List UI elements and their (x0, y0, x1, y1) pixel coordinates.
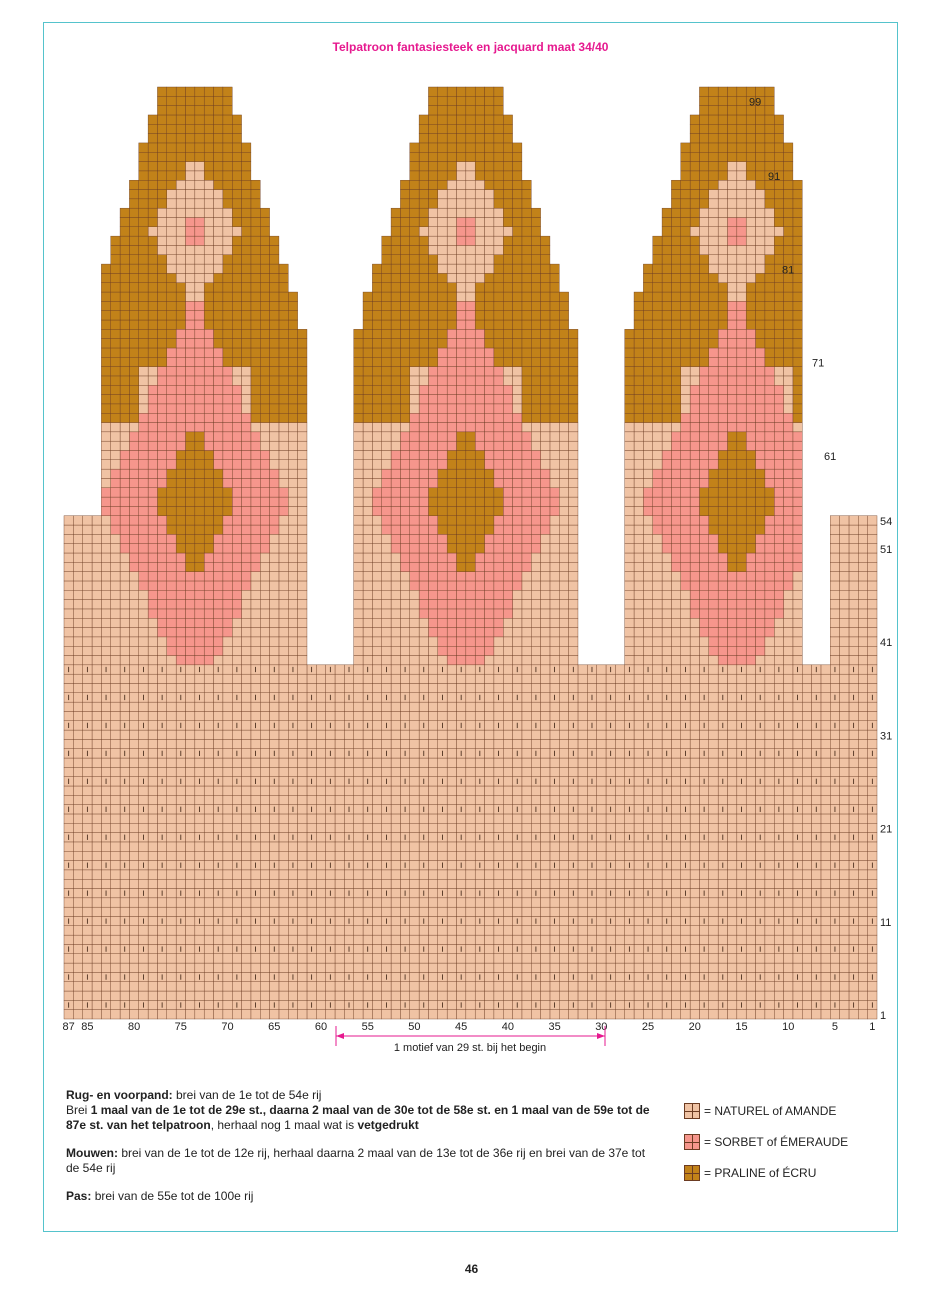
brei-text-1: Brei (66, 1103, 91, 1117)
column-label: 1 (869, 1021, 875, 1033)
color-legend: = NATUREL of AMANDE = SORBET of ÉMERAUDE… (684, 1103, 848, 1196)
page-frame (43, 22, 898, 1232)
row-label: 61 (824, 451, 836, 463)
column-label: 55 (362, 1021, 374, 1033)
column-label: 60 (315, 1021, 327, 1033)
legend-label: = NATUREL of AMANDE (704, 1104, 837, 1118)
rug-instructions: Rug- en voorpand: brei van de 1e tot de … (66, 1088, 656, 1133)
row-label: 1 (880, 1010, 886, 1022)
row-label: 54 (880, 516, 892, 528)
pas-heading: Pas: (66, 1189, 92, 1203)
chart-title: Telpatroon fantasiesteek en jacquard maa… (332, 40, 609, 54)
row-label: 99 (749, 97, 761, 109)
column-label: 40 (502, 1021, 514, 1033)
column-label: 65 (268, 1021, 280, 1033)
motif-indicator: 1 motief van 29 st. bij het begin (335, 1026, 606, 1054)
mouwen-instructions: Mouwen: brei van de 1e tot de 12e rij, h… (66, 1146, 656, 1176)
column-label: 20 (689, 1021, 701, 1033)
column-label: 45 (455, 1021, 467, 1033)
row-label: 31 (880, 730, 892, 742)
column-label: 25 (642, 1021, 654, 1033)
brei-text-4: vetgedrukt (357, 1118, 419, 1132)
row-label: 91 (768, 171, 780, 183)
column-label: 10 (782, 1021, 794, 1033)
row-label: 11 (880, 917, 891, 929)
legend-item-naturel: = NATUREL of AMANDE (684, 1103, 848, 1119)
mouwen-text: brei van de 1e tot de 12e rij, herhaal d… (66, 1146, 646, 1175)
row-label: 41 (880, 637, 892, 649)
column-label: 5 (832, 1021, 838, 1033)
chart-grid (63, 86, 878, 1020)
sorbet-swatch (684, 1134, 700, 1150)
praline-swatch (684, 1165, 700, 1181)
row-label: 51 (880, 544, 892, 556)
column-label: 85 (81, 1021, 93, 1033)
column-label: 15 (735, 1021, 747, 1033)
column-label: 75 (175, 1021, 187, 1033)
motif-label: 1 motief van 29 st. bij het begin (394, 1042, 546, 1054)
pas-text: brei van de 55e tot de 100e rij (91, 1189, 254, 1203)
rug-heading: Rug- en voorpand: (66, 1088, 173, 1102)
legend-item-sorbet: = SORBET of ÉMERAUDE (684, 1134, 848, 1150)
column-label: 80 (128, 1021, 140, 1033)
brei-text-3: , herhaal nog 1 maal wat is (210, 1118, 358, 1132)
row-label: 81 (782, 264, 794, 276)
row-label: 71 (812, 358, 824, 370)
column-label: 30 (595, 1021, 607, 1033)
legend-label: = PRALINE of ÉCRU (704, 1166, 817, 1180)
column-labels: 87 85 80 75 70 65 60 55 50 45 40 35 30 25 20 15 10 5 1 (63, 1021, 876, 1033)
column-label: 70 (221, 1021, 233, 1033)
column-label: 50 (408, 1021, 420, 1033)
legend-item-praline: = PRALINE of ÉCRU (684, 1165, 848, 1181)
rug-text: brei van de 1e tot de 54e rij (172, 1088, 322, 1102)
column-label: 35 (548, 1021, 560, 1033)
instructions: Rug- en voorpand: brei van de 1e tot de … (66, 1088, 656, 1217)
column-label: 87 (63, 1021, 75, 1033)
row-label: 21 (880, 824, 892, 836)
page-number: 46 (464, 1262, 479, 1276)
brei-text-2: 1 maal van de 1e tot de 29e st., daarna … (66, 1103, 650, 1132)
chart-symbols (68, 666, 873, 1008)
mouwen-heading: Mouwen: (66, 1146, 118, 1160)
naturel-swatch (684, 1103, 700, 1119)
legend-label: = SORBET of ÉMERAUDE (704, 1135, 849, 1149)
pas-instructions: Pas: brei van de 55e tot de 100e rij (66, 1189, 656, 1204)
